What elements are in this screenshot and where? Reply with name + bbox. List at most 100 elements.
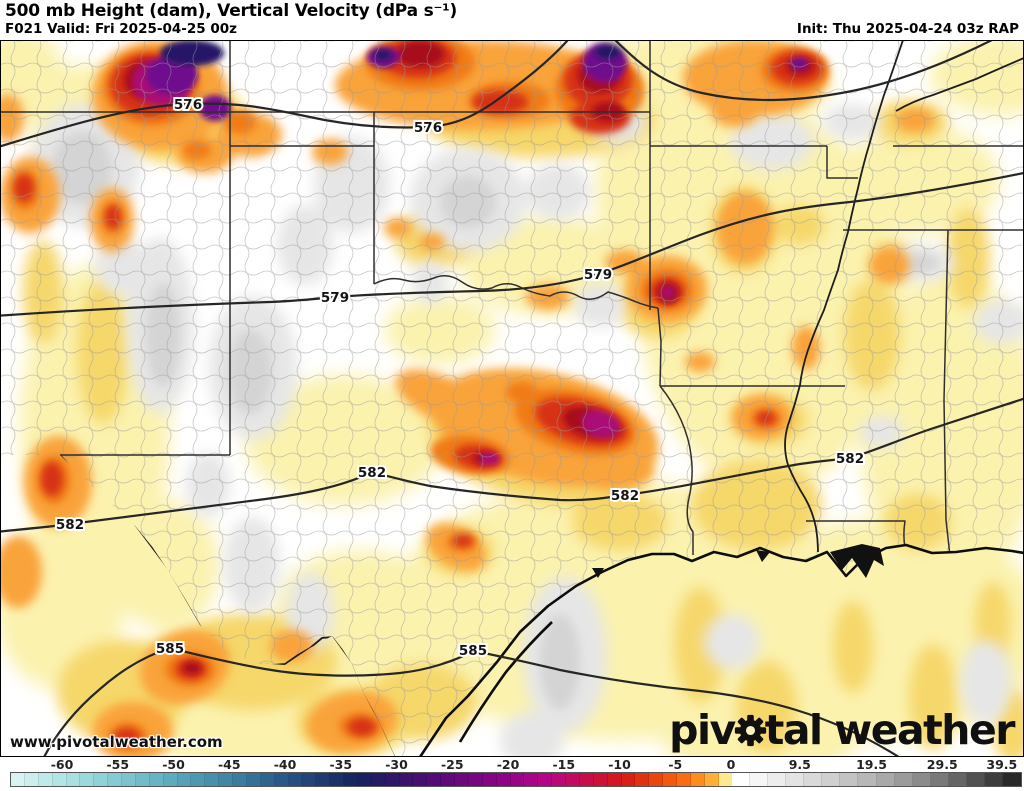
barrier-islands: [458, 621, 553, 743]
colorbar-cell: [538, 773, 553, 786]
colorbar-cell: [593, 773, 608, 786]
colorbar-cell: [468, 773, 483, 786]
colorbar-cell: [260, 773, 275, 786]
mississippi-river: [784, 40, 904, 553]
colorbar-tick-label: -40: [273, 757, 297, 772]
model-init-time: Init: Thu 2025-04-24 03z RAP: [796, 21, 1019, 37]
colorbar-cell: [510, 773, 525, 786]
colorbar-cell: [552, 773, 566, 786]
logo-text-left: piv: [669, 706, 736, 754]
contour-label: 579: [321, 290, 349, 306]
colorbar-cell: [399, 773, 414, 786]
colorbar-cell: [316, 773, 331, 786]
colorbar-tick-label: -50: [162, 757, 185, 772]
gear-icon: [734, 713, 767, 754]
colorbar-tick-label: -15: [552, 757, 576, 772]
colorbar-cell: [344, 773, 358, 786]
colorbar-cell: [357, 773, 372, 786]
height-contours-layer: 576 576 579 579 582 582 582 582 585 585: [0, 40, 1024, 757]
contour-label: 585: [156, 641, 184, 657]
colorbar-cell: [768, 773, 787, 786]
rivers-layer: [784, 40, 1024, 553]
colorbar-tick-label: -25: [440, 757, 464, 772]
colorbar-cell: [566, 773, 580, 786]
colorbar-cell: [191, 773, 206, 786]
colorbar-cell: [663, 773, 677, 786]
colorbar-tick-label: 39.5: [986, 757, 1018, 772]
colorbar-cell: [205, 773, 220, 786]
colorbar-cell: [858, 773, 877, 786]
contour-label: 579: [584, 267, 612, 283]
colorbar-cell: [94, 773, 109, 786]
mississippi-delta: [830, 544, 884, 578]
colorbar-cell: [80, 773, 95, 786]
colorbar-cell: [948, 773, 967, 786]
contour-label: 585: [459, 643, 487, 659]
colorbar-cell: [385, 773, 400, 786]
header: 500 mb Height (dam), Vertical Velocity (…: [0, 0, 1024, 40]
colorbar-tick-label: 0: [726, 757, 736, 772]
colorbar-cell: [1002, 773, 1021, 786]
pivotal-weather-logo: piv tal weather: [669, 706, 1015, 754]
colorbar-tick-label: -30: [385, 757, 408, 772]
colorbar-tick-label: 29.5: [926, 757, 958, 772]
contour-label: 582: [836, 451, 864, 467]
colorbar-tick-label: 9.5: [788, 757, 811, 772]
weather-map: 576 576 579 579 582 582 582 582 585 585: [0, 40, 1024, 757]
colorbar-cell: [371, 773, 386, 786]
colorbar-cell: [108, 773, 122, 786]
colorbar-cell: [704, 773, 719, 786]
colorbar-tick-label: -10: [608, 757, 631, 772]
colorbar-tick-label: -20: [496, 757, 520, 772]
colorbar-cell: [912, 773, 931, 786]
colorbar-cell: [840, 773, 859, 786]
colorbar-cell: [149, 773, 164, 786]
colorbar-cell: [441, 773, 455, 786]
colorbar-cell: [52, 773, 67, 786]
colorbar: [10, 772, 1022, 787]
colorbar-cell: [302, 773, 317, 786]
colorbar-cell: [24, 773, 39, 786]
colorbar-cell: [122, 773, 136, 786]
forecast-valid-time: F021 Valid: Fri 2025-04-25 00z: [5, 21, 237, 37]
colorbar-cell: [38, 773, 53, 786]
colorbar-tick-label: -5: [668, 757, 683, 772]
colorbar-cell: [930, 773, 949, 786]
colorbar-cell: [288, 773, 303, 786]
colorbar-cell: [233, 773, 247, 786]
contour-label: 582: [611, 488, 639, 504]
colorbar-cell: [427, 773, 442, 786]
colorbar-cell: [718, 773, 733, 786]
colorbar-cell: [455, 773, 469, 786]
colorbar-cell: [135, 773, 150, 786]
colorbar-cell: [482, 773, 497, 786]
colorbar-cell: [413, 773, 428, 786]
colorbar-cell: [246, 773, 261, 786]
map-title: 500 mb Height (dam), Vertical Velocity (…: [5, 1, 458, 21]
colorbar-cell: [690, 773, 705, 786]
colorbar-tick-label: -60: [50, 757, 74, 772]
colorbar-cell: [635, 773, 650, 786]
colorbar-cell: [524, 773, 539, 786]
colorbar-negative-cells: [11, 773, 733, 786]
colorbar-cell: [219, 773, 233, 786]
colorbar-tick-label: 19.5: [856, 757, 887, 772]
colorbar-positive-cells: [732, 773, 1021, 786]
contour-label: 576: [414, 120, 442, 136]
colorbar-cell: [621, 773, 636, 786]
colorbar-tick-label: -55: [106, 757, 130, 772]
contour-label: 582: [56, 517, 84, 533]
colorbar-cell: [804, 773, 823, 786]
colorbar-cell: [579, 773, 594, 786]
watermark-url: www.pivotalweather.com: [10, 733, 223, 751]
colorbar-cell: [11, 773, 25, 786]
contour-label: 576: [174, 97, 202, 113]
colorbar-tick-label: -35: [329, 757, 353, 772]
coastline-layer: [418, 543, 1024, 757]
contour-label: 582: [358, 465, 386, 481]
ohio-river: [895, 57, 1024, 112]
colorbar-tick-label: -45: [217, 757, 241, 772]
colorbar-cell: [966, 773, 985, 786]
colorbar-cell: [177, 773, 192, 786]
